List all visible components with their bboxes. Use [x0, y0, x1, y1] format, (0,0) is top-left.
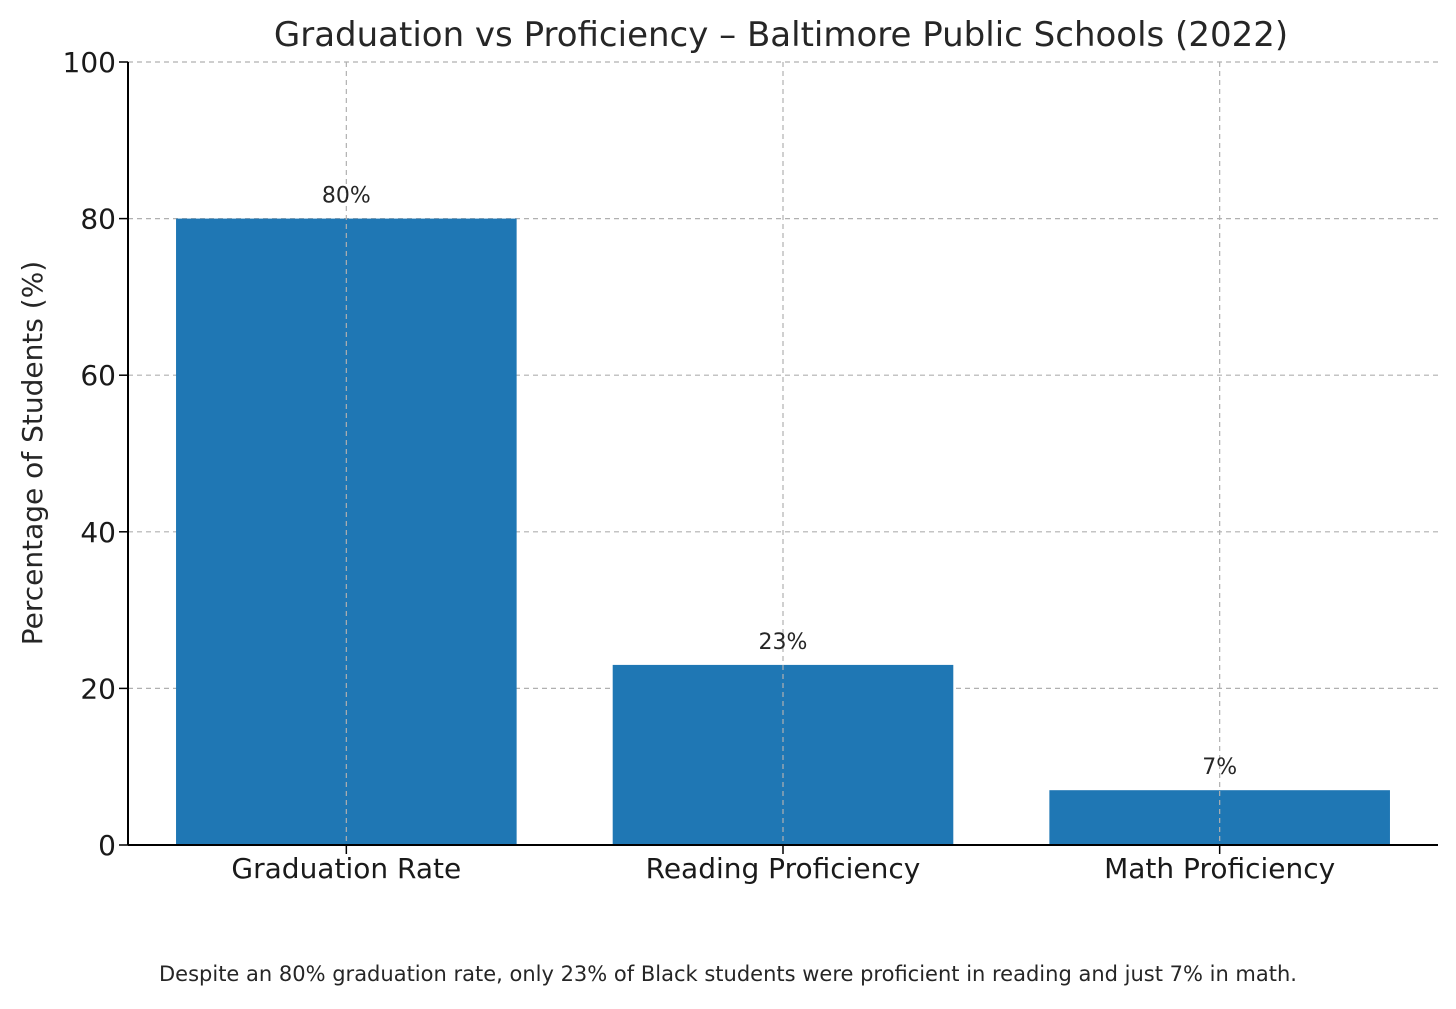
bar [1049, 790, 1390, 845]
x-tick-label: Graduation Rate [231, 852, 461, 885]
y-tick-label: 0 [98, 829, 116, 862]
y-tick-label: 80 [80, 203, 116, 236]
y-axis-ticks: 0 20 40 60 80 100 [63, 46, 128, 862]
data-labels: 80% 23% 7% [322, 184, 1237, 781]
data-label: 7% [1202, 755, 1237, 780]
x-axis-ticks: Graduation Rate Reading Proficiency Math P… [231, 845, 1335, 885]
chart-caption: Despite an 80% graduation rate, only 23%… [159, 962, 1297, 986]
vertical-grid-lines [345, 62, 1221, 845]
chart-title: Graduation vs Proficiency – Baltimore Pu… [274, 15, 1288, 55]
y-tick-label: 60 [80, 359, 116, 392]
x-tick-label: Reading Proficiency [646, 852, 921, 885]
y-axis-label: Percentage of Students (%) [16, 261, 49, 645]
y-tick-label: 100 [63, 46, 116, 79]
y-tick-label: 40 [80, 516, 116, 549]
y-tick-label: 20 [80, 672, 116, 705]
data-label: 23% [759, 630, 808, 655]
bar [612, 664, 954, 845]
x-tick-label: Math Proficiency [1104, 852, 1335, 885]
data-label: 80% [322, 184, 371, 209]
